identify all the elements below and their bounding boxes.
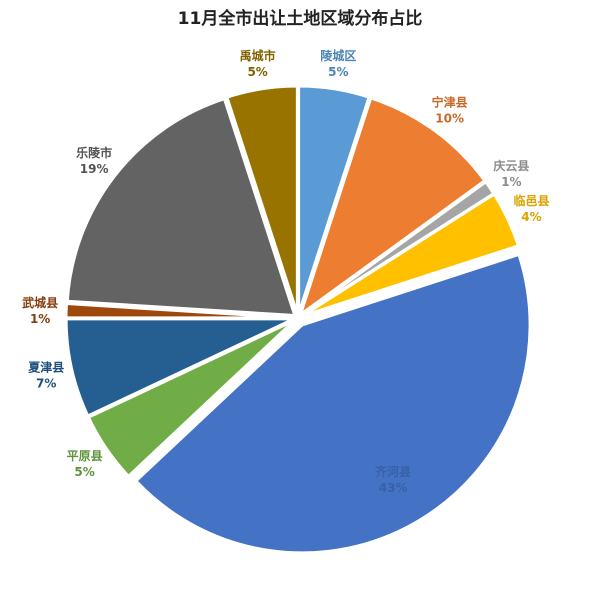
slice-value-label-6: 7% [36, 376, 56, 390]
slice-name-label-4: 齐河县 [375, 464, 411, 479]
slice-name-label-1: 宁津县 [432, 94, 468, 109]
pie-slice-4 [133, 252, 532, 555]
slice-name-label-2: 庆云县 [492, 158, 529, 173]
pie-slice-7 [64, 301, 295, 320]
slice-value-label-8: 19% [80, 162, 109, 176]
slice-value-label-0: 5% [328, 65, 348, 79]
pie-slice-3 [300, 192, 521, 318]
slice-name-label-8: 乐陵市 [76, 145, 112, 160]
slice-value-label-7: 1% [30, 312, 50, 326]
pie-slice-9 [225, 84, 299, 315]
pie-slice-1 [297, 96, 487, 319]
slice-value-label-3: 4% [521, 210, 541, 224]
pie-slice-8 [65, 96, 297, 318]
slice-name-label-3: 临邑县 [513, 193, 549, 208]
slice-name-label-0: 陵城区 [320, 48, 356, 63]
slice-value-label-5: 5% [74, 465, 94, 479]
pie-slice-5 [86, 318, 296, 479]
pie-slices [64, 84, 532, 555]
slice-value-label-1: 10% [435, 111, 464, 125]
slice-value-label-2: 1% [501, 175, 521, 189]
slice-name-label-7: 武城县 [22, 295, 58, 310]
slice-value-label-4: 43% [379, 481, 408, 495]
slice-value-label-9: 5% [247, 65, 267, 79]
chart-title: 11月全市出让土地区域分布占比 [178, 8, 423, 29]
slice-name-label-5: 平原县 [67, 449, 103, 463]
slice-name-label-9: 禹城市 [240, 48, 276, 63]
pie-labels: 陵城区 5% 宁津县 10% 庆云县 1% 临邑县 4% 齐河县 43% 平原县 5% 夏津县 7% 武城县… [22, 48, 549, 495]
slice-name-label-6: 夏津县 [28, 359, 64, 374]
